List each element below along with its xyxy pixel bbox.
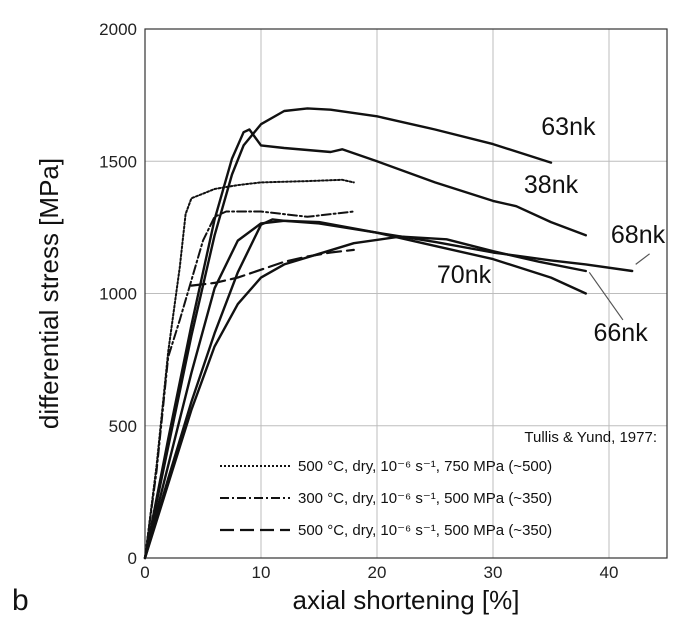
legend-entry: 500 °C, dry, 10⁻⁶ s⁻¹, 750 MPa (~500) [298,458,552,475]
legend: Tullis & Yund, 1977: 500 °C, dry, 10⁻⁶ s⁻… [220,429,657,539]
x-tick-label: 10 [252,563,271,582]
legend-entry: 300 °C, dry, 10⁻⁶ s⁻¹, 500 MPa (~350) [298,490,552,507]
legend-entry: 500 °C, dry, 10⁻⁶ s⁻¹, 500 MPa (~350) [298,522,552,539]
series-line [143,128,587,560]
y-tick-label: 0 [128,549,137,568]
leader-line [635,253,650,265]
curve-label: 63nk [541,113,596,141]
leader-line [588,271,624,321]
y-axis-label: differential stress [MPa] [34,158,64,429]
x-axis-label: axial shortening [%] [293,585,520,615]
curve-label: 68nk [611,221,666,249]
legend-title: Tullis & Yund, 1977: [524,429,657,446]
x-tick-label: 40 [600,563,619,582]
curve-labels: 63nk 38nk 68nk 70nk 66nk [437,113,666,347]
y-axis-ticks: 0 500 1000 1500 2000 [99,20,137,568]
plot-frame [144,28,668,559]
grid [144,28,667,559]
x-tick-label: 0 [140,563,149,582]
y-tick-label: 500 [109,417,137,436]
series-line [143,235,587,560]
curve-label: 38nk [524,171,579,199]
y-tick-label: 1500 [99,152,137,171]
series-line [143,107,553,560]
curve-label: 66nk [593,319,648,347]
curve-label: 70nk [437,261,492,289]
curves [143,107,634,560]
series-line [143,218,587,560]
x-tick-label: 20 [368,563,387,582]
x-axis-ticks: 0 10 20 30 40 [140,563,618,582]
series-line [190,248,355,287]
y-tick-label: 1000 [99,285,137,304]
y-tick-label: 2000 [99,20,137,39]
x-tick-label: 30 [484,563,503,582]
series-line [143,219,634,560]
panel-label: b [12,584,29,617]
series-line [144,210,355,559]
